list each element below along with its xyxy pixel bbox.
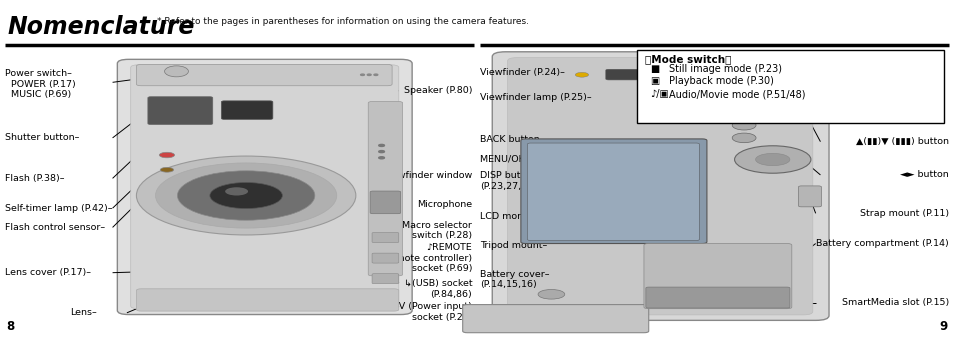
FancyBboxPatch shape xyxy=(507,58,812,315)
Circle shape xyxy=(734,146,810,173)
Text: * Refer to the pages in parentheses for information on using the camera features: * Refer to the pages in parentheses for … xyxy=(157,17,529,26)
Text: Flash (P.38)–: Flash (P.38)– xyxy=(5,174,64,183)
FancyBboxPatch shape xyxy=(148,97,213,125)
Circle shape xyxy=(378,144,384,146)
FancyBboxPatch shape xyxy=(136,289,398,311)
Text: ■: ■ xyxy=(649,63,659,74)
FancyBboxPatch shape xyxy=(136,64,392,86)
Circle shape xyxy=(575,72,588,77)
FancyBboxPatch shape xyxy=(462,305,648,333)
Text: ♪REMOTE
(remote controller)
socket (P.69): ♪REMOTE (remote controller) socket (P.69… xyxy=(382,244,472,273)
Circle shape xyxy=(360,74,364,75)
Circle shape xyxy=(136,156,355,235)
Circle shape xyxy=(159,152,174,158)
Circle shape xyxy=(210,182,282,209)
Text: Audio/Movie mode (P.51/48): Audio/Movie mode (P.51/48) xyxy=(668,89,804,99)
FancyBboxPatch shape xyxy=(372,253,398,263)
Text: Strap mount (P.11): Strap mount (P.11) xyxy=(860,209,948,218)
FancyBboxPatch shape xyxy=(798,186,821,207)
Text: Speaker (P.80): Speaker (P.80) xyxy=(403,86,472,95)
Text: Self-timer lamp (P.42)–: Self-timer lamp (P.42)– xyxy=(5,204,112,213)
Text: ▲(▮▮)▼ (▮▮▮) button: ▲(▮▮)▼ (▮▮▮) button xyxy=(856,137,948,146)
Circle shape xyxy=(177,171,314,220)
FancyBboxPatch shape xyxy=(645,287,789,308)
Circle shape xyxy=(755,153,789,166)
FancyBboxPatch shape xyxy=(527,143,699,240)
Text: DISP button–
(P.23,27,30): DISP button– (P.23,27,30) xyxy=(479,172,540,191)
FancyBboxPatch shape xyxy=(368,102,402,276)
Text: Battery compartment (P.14): Battery compartment (P.14) xyxy=(816,239,948,248)
Text: Macro selector
switch (P.28): Macro selector switch (P.28) xyxy=(402,221,472,240)
Text: SmartMedia slot (P.15): SmartMedia slot (P.15) xyxy=(841,298,948,307)
FancyBboxPatch shape xyxy=(221,101,273,119)
Text: ↳(USB) socket
(P.84,86): ↳(USB) socket (P.84,86) xyxy=(403,279,472,298)
Text: Lens–: Lens– xyxy=(70,308,96,317)
Bar xyxy=(637,50,943,123)
FancyBboxPatch shape xyxy=(370,191,400,214)
Ellipse shape xyxy=(164,66,189,77)
Text: Battery cover–
(P.14,15,16): Battery cover– (P.14,15,16) xyxy=(479,270,549,289)
FancyBboxPatch shape xyxy=(492,52,828,320)
Text: DC IN 3V (Power input)
socket (P.22): DC IN 3V (Power input) socket (P.22) xyxy=(363,303,472,322)
Circle shape xyxy=(367,74,371,75)
Ellipse shape xyxy=(732,133,755,143)
Circle shape xyxy=(160,167,173,172)
Text: LCD monitor–: LCD monitor– xyxy=(479,212,543,221)
Circle shape xyxy=(155,163,336,228)
FancyBboxPatch shape xyxy=(117,59,412,315)
FancyBboxPatch shape xyxy=(520,139,706,244)
Text: Lens cover (P.17)–: Lens cover (P.17)– xyxy=(5,268,91,277)
Text: ♪/▣: ♪/▣ xyxy=(649,89,668,99)
Circle shape xyxy=(537,289,564,299)
FancyBboxPatch shape xyxy=(605,69,644,80)
Ellipse shape xyxy=(732,120,755,130)
Text: Playback mode (P.30): Playback mode (P.30) xyxy=(668,75,773,86)
Text: Still image mode (P.23): Still image mode (P.23) xyxy=(668,63,781,74)
Circle shape xyxy=(727,57,794,81)
Text: ▣: ▣ xyxy=(649,75,659,86)
FancyBboxPatch shape xyxy=(372,233,398,243)
FancyBboxPatch shape xyxy=(131,65,398,309)
Text: MENU/OK button–: MENU/OK button– xyxy=(479,154,563,163)
Text: Viewfinder window: Viewfinder window xyxy=(382,172,472,180)
Text: 8: 8 xyxy=(7,320,15,333)
Text: Tripod mount–: Tripod mount– xyxy=(479,241,546,250)
Circle shape xyxy=(378,157,384,159)
Text: Viewfinder lamp (P.25)–: Viewfinder lamp (P.25)– xyxy=(479,93,591,102)
Text: Nomenclature: Nomenclature xyxy=(8,15,194,39)
Circle shape xyxy=(378,151,384,153)
Text: Shutter button–: Shutter button– xyxy=(5,133,79,142)
Text: Flash control sensor–: Flash control sensor– xyxy=(5,223,105,232)
Circle shape xyxy=(225,187,248,196)
FancyBboxPatch shape xyxy=(643,244,791,309)
Text: 【Mode switch】: 【Mode switch】 xyxy=(644,54,731,64)
Text: Power switch–
  POWER (P.17)
  MUSIC (P.69): Power switch– POWER (P.17) MUSIC (P.69) xyxy=(5,69,75,99)
Text: ◄► button: ◄► button xyxy=(900,170,948,179)
Text: BACK button–: BACK button– xyxy=(479,135,544,144)
Ellipse shape xyxy=(732,105,755,115)
FancyBboxPatch shape xyxy=(372,274,398,284)
Text: Viewfinder (P.24)–: Viewfinder (P.24)– xyxy=(479,68,564,76)
Circle shape xyxy=(374,74,377,75)
Text: 9: 9 xyxy=(938,320,946,333)
Text: Microphone: Microphone xyxy=(416,200,472,209)
Ellipse shape xyxy=(732,91,755,101)
